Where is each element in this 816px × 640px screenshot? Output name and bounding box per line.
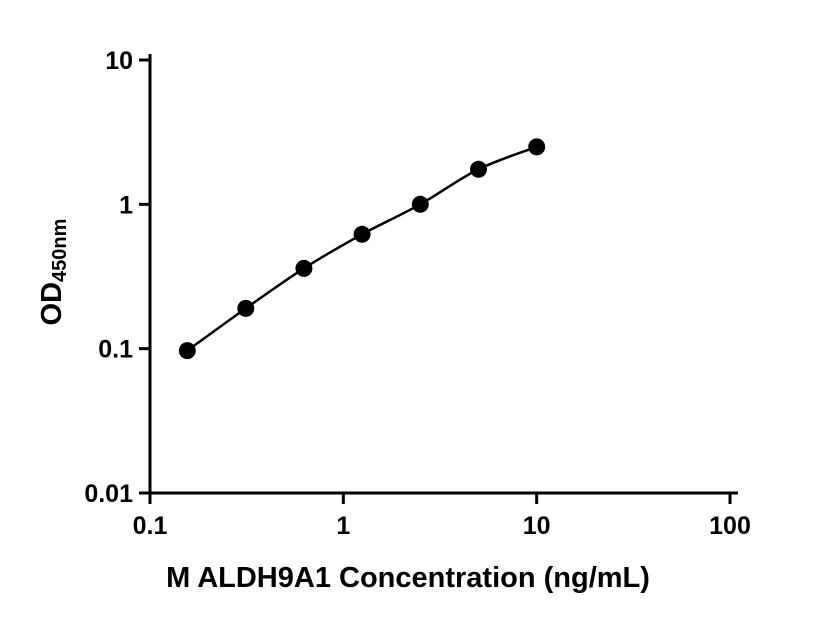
y-axis-title: OD450nm xyxy=(32,122,72,422)
y-tick-label: 0.01 xyxy=(84,480,133,508)
data-point-marker xyxy=(411,195,429,213)
x-tick-label: 100 xyxy=(709,512,751,540)
data-point-marker xyxy=(295,259,313,277)
x-tick-label: 1 xyxy=(336,512,350,540)
y-tick-label: 10 xyxy=(105,47,133,75)
data-point-marker xyxy=(470,160,487,178)
x-tick-label: 0.1 xyxy=(133,512,168,540)
y-tick-label: 1 xyxy=(119,191,133,219)
data-point-marker xyxy=(178,342,196,360)
data-point-marker xyxy=(528,138,546,156)
data-point-marker xyxy=(237,299,255,317)
data-point-marker xyxy=(353,225,371,243)
y-axis-title-main: OD xyxy=(36,281,68,326)
x-axis-title: M ALDH9A1 Concentration (ng/mL) xyxy=(166,562,650,594)
y-axis-title-subscript: 450nm xyxy=(49,218,71,282)
curve-line xyxy=(186,145,538,352)
y-tick-label: 0.1 xyxy=(98,336,133,364)
x-tick-label: 10 xyxy=(523,512,551,540)
